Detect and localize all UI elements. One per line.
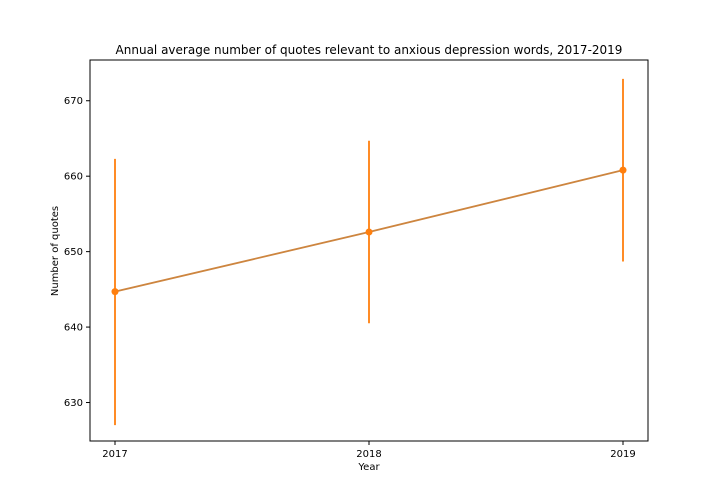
y-tick-label: 660 — [64, 172, 83, 183]
y-tick-label: 650 — [64, 247, 83, 258]
y-tick-label: 640 — [64, 323, 83, 334]
data-point-2017 — [111, 288, 119, 296]
x-axis-label: Year — [357, 462, 380, 473]
x-tick-label: 2019 — [610, 449, 635, 460]
y-tick-label: 670 — [64, 96, 83, 107]
x-tick-label: 2018 — [356, 449, 381, 460]
data-series — [111, 166, 627, 296]
data-point-2018 — [365, 228, 373, 236]
chart-title: Annual average number of quotes relevant… — [116, 43, 623, 57]
x-tick-label: 2017 — [102, 449, 127, 460]
y-axis: 630 640 650 660 670 — [64, 96, 90, 409]
data-point-2019 — [619, 166, 627, 174]
y-axis-label: Number of quotes — [50, 206, 61, 296]
x-axis: 2017 2018 2019 — [102, 441, 636, 460]
y-tick-label: 630 — [64, 398, 83, 409]
